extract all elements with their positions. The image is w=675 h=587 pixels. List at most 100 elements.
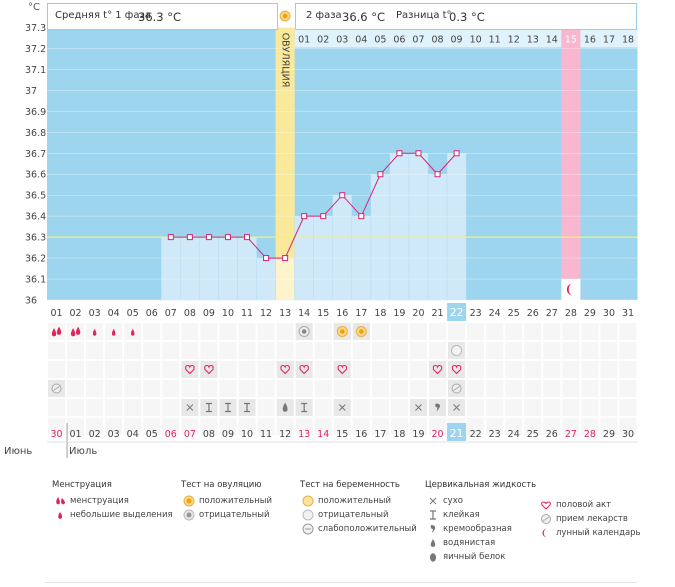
date-label: 16 — [355, 429, 367, 440]
cycle-day-label: 10 — [222, 308, 234, 319]
table-cell — [523, 322, 543, 341]
legend-pregnancy-test: Тест на беременность положительный отриц… — [300, 480, 417, 536]
temp-point — [224, 234, 231, 241]
legend-item: положительный — [181, 494, 272, 508]
table-cell — [370, 398, 390, 417]
table-cell — [466, 322, 486, 341]
table-cell — [408, 322, 429, 341]
phase1-value: 36.3 °C — [138, 10, 182, 24]
legend: Менструация менструация небольшие выделе… — [0, 470, 675, 587]
temp-bar — [446, 153, 467, 301]
table-cell — [161, 360, 181, 379]
table-cell — [199, 417, 219, 436]
bbt-chart: °C 37.3 37.2 37.1 37 36.9 36.8 36.7 36.6 36.5 36.4… — [4, 2, 638, 458]
legend-title: Тест на овуляцию — [181, 480, 262, 490]
pill-icon — [453, 386, 460, 391]
moon-icon — [566, 283, 573, 296]
table-cell — [504, 417, 524, 436]
cycle-day-label: 01 — [50, 308, 62, 319]
date-label: 05 — [146, 429, 158, 440]
phase2-day-label: 12 — [508, 35, 520, 46]
table-cell — [66, 341, 86, 360]
drop-icon — [58, 512, 63, 519]
phase1-label: Средняя t° 1 фаза — [55, 10, 151, 21]
ovulation-column — [275, 27, 295, 300]
cycle-day-label: 03 — [89, 308, 101, 319]
legend-title: Менструация — [52, 480, 112, 490]
table-cell — [199, 341, 219, 360]
table-cell — [428, 341, 448, 360]
table-cell — [275, 322, 295, 341]
cycle-day-label: 12 — [260, 308, 272, 319]
phase2-value: 36.6 °C — [342, 10, 386, 24]
temp-point — [377, 171, 384, 178]
date-label: 03 — [108, 429, 120, 440]
table-cell — [351, 379, 371, 398]
cycle-day-label: 26 — [527, 308, 539, 319]
table-cell — [275, 379, 295, 398]
cycle-day-label: 25 — [508, 308, 520, 319]
phase2-label: 2 фаза — [306, 10, 342, 21]
table-cell — [428, 417, 448, 436]
sticky-icon — [430, 510, 436, 520]
pregnancy-negative-icon — [302, 509, 314, 521]
date-label: 06 — [165, 429, 177, 440]
cycle-day-label: 28 — [565, 308, 577, 319]
sticky-icon — [224, 402, 231, 413]
cycle-day-label: 05 — [127, 308, 139, 319]
table-cell — [485, 379, 505, 398]
temp-point — [244, 234, 251, 241]
table-cell — [580, 417, 600, 436]
y-tick-label: 37.1 — [25, 65, 46, 76]
table-cell — [123, 398, 143, 417]
table-cell — [351, 360, 371, 379]
date-label: 27 — [565, 429, 577, 440]
y-tick-label: 36.9 — [25, 107, 46, 118]
date-label: 22 — [470, 429, 482, 440]
table-cell — [389, 417, 409, 436]
table-cell — [504, 341, 524, 360]
table-cell — [332, 379, 352, 398]
today-highlight — [447, 303, 467, 321]
table-cell — [466, 417, 486, 436]
date-label: 02 — [89, 429, 101, 440]
table-cell — [237, 322, 257, 341]
divider — [45, 582, 637, 583]
drop-icon — [75, 326, 81, 335]
cycle-day-label: 20 — [412, 308, 424, 319]
y-tick-label: 36.2 — [25, 254, 46, 265]
table-cell — [180, 322, 200, 341]
table-cell — [47, 322, 67, 341]
pregnancy-weak-icon — [302, 523, 314, 535]
date-label: 10 — [241, 429, 253, 440]
table-cell — [618, 341, 638, 360]
lunar-column — [561, 27, 581, 300]
table-cell — [599, 360, 619, 379]
moon-icon — [542, 528, 547, 538]
phase2-day-label: 04 — [355, 35, 367, 46]
legend-item: кремообразная — [425, 522, 536, 536]
legend-ovulation-test: Тест на овуляцию положительный отрицател… — [181, 480, 272, 522]
y-tick-label: 36.5 — [25, 191, 46, 202]
table-cell — [66, 379, 86, 398]
table-cell — [161, 322, 181, 341]
cycle-day-label: 13 — [279, 308, 291, 319]
test-negative-icon — [301, 329, 307, 334]
legend-item: отрицательный — [300, 508, 417, 522]
pregnancy-positive-icon — [302, 495, 314, 507]
table-cell — [504, 322, 524, 341]
table-cell — [218, 341, 238, 360]
diff-label: Разница t° — [396, 10, 452, 21]
filled-cell — [276, 361, 294, 378]
table-cell — [542, 322, 562, 341]
table-cell — [142, 360, 162, 379]
date-label: 14 — [317, 429, 329, 440]
legend-item: половой акт — [538, 498, 641, 512]
heart-icon — [204, 364, 214, 375]
temp-bar — [408, 153, 429, 301]
date-label: 08 — [203, 429, 215, 440]
table-cell — [485, 398, 505, 417]
temp-point — [301, 213, 308, 220]
table-cell — [142, 398, 162, 417]
table-cell — [599, 322, 619, 341]
